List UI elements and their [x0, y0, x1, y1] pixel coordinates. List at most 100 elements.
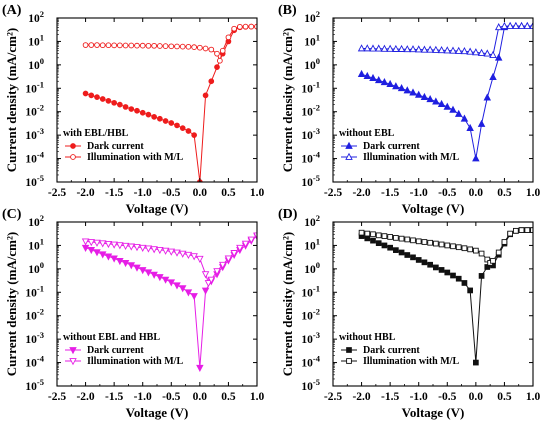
y-tick-base: 10 — [304, 36, 316, 48]
data-point — [369, 73, 377, 82]
data-point — [98, 240, 107, 248]
data-point — [415, 257, 422, 263]
data-point — [381, 233, 388, 239]
data-point — [380, 78, 389, 86]
data-point — [397, 84, 406, 92]
data-point — [444, 242, 451, 249]
y-tick-base: 10 — [25, 287, 37, 299]
data-point — [134, 107, 140, 114]
data-point — [398, 249, 405, 256]
data-point — [156, 274, 164, 282]
data-point — [167, 279, 176, 287]
x-tick-label: -1.0 — [134, 391, 152, 403]
data-point — [495, 249, 502, 256]
data-point — [87, 239, 96, 247]
x-tick-label: -1.0 — [410, 187, 428, 199]
data-point — [415, 238, 422, 245]
data-point — [386, 79, 394, 88]
data-point — [253, 232, 257, 240]
data-point — [128, 42, 135, 49]
panel-label: (C) — [2, 207, 22, 222]
y-tick-base: 10 — [28, 36, 40, 48]
data-point — [184, 289, 193, 297]
legend-marker — [346, 347, 352, 353]
y-tick-label: 10-5 — [301, 173, 320, 189]
data-point — [219, 47, 226, 54]
y-tick-exponent: -3 — [37, 126, 44, 136]
y-tick-label: 10-1 — [25, 79, 44, 95]
y-tick-label: 10-2 — [25, 307, 44, 323]
data-point — [437, 45, 446, 54]
y-tick-exponent: -3 — [313, 330, 320, 340]
y-tick-base: 10 — [28, 13, 40, 25]
data-point — [398, 235, 405, 242]
data-point — [88, 92, 95, 99]
data-point — [393, 247, 399, 253]
data-point — [409, 45, 417, 53]
data-point — [450, 272, 456, 279]
data-point — [191, 132, 197, 138]
y-tick-exponent: 0 — [316, 56, 320, 66]
y-tick-base: 10 — [28, 60, 40, 72]
data-point — [94, 94, 100, 100]
legend-title: with EBL/HBL — [63, 128, 129, 139]
data-point — [190, 253, 198, 261]
data-point — [98, 251, 107, 259]
data-point — [139, 109, 146, 116]
data-point — [116, 257, 124, 266]
data-point — [489, 50, 497, 58]
y-tick-base: 10 — [25, 154, 37, 166]
legend-title: without EBL — [339, 128, 395, 139]
data-point — [421, 239, 428, 245]
data-point — [414, 45, 423, 53]
y-tick-base: 10 — [25, 130, 37, 142]
y-tick-exponent: -1 — [313, 79, 320, 89]
data-point — [145, 111, 152, 118]
data-point — [455, 275, 462, 282]
data-point — [104, 253, 113, 261]
x-axis-title: Voltage (V) — [126, 201, 189, 216]
data-point — [82, 90, 89, 97]
legend-marker — [69, 347, 77, 355]
data-point — [104, 240, 113, 249]
data-point — [122, 104, 129, 110]
data-point — [358, 229, 365, 236]
data-point — [150, 246, 158, 254]
data-point — [208, 46, 215, 53]
data-point — [139, 42, 146, 49]
data-point — [472, 154, 480, 162]
x-tick-label: -0.5 — [438, 187, 456, 199]
y-axis-title: Current density (mA/cm²) — [4, 232, 19, 376]
data-point — [454, 109, 463, 117]
data-point — [173, 282, 181, 290]
data-point — [81, 238, 90, 246]
y-tick-exponent: 1 — [316, 236, 320, 246]
data-point — [144, 269, 153, 277]
data-point — [506, 21, 514, 29]
legend-marker — [69, 358, 77, 366]
y-tick-base: 10 — [301, 154, 313, 166]
data-point — [236, 244, 244, 252]
data-point — [381, 242, 388, 249]
data-point — [214, 50, 220, 57]
plot-area — [81, 232, 257, 373]
data-point — [433, 240, 439, 247]
y-tick-label: 10-5 — [301, 377, 320, 393]
y-tick-exponent: 2 — [316, 9, 320, 19]
data-point — [483, 93, 492, 101]
data-point — [190, 293, 198, 301]
y-tick-label: 10-4 — [301, 354, 320, 370]
data-point — [224, 255, 233, 263]
y-tick-exponent: -1 — [37, 79, 44, 89]
data-point — [231, 25, 237, 32]
data-point — [213, 268, 221, 276]
data-point — [87, 246, 96, 255]
x-axis-title: Voltage (V) — [402, 201, 465, 216]
x-tick-label: -0.5 — [162, 187, 180, 199]
data-point — [409, 88, 417, 96]
panel-label: (D) — [278, 207, 298, 222]
data-point — [449, 105, 457, 113]
legend-label: Illumination with M/L — [87, 356, 183, 367]
y-tick-base: 10 — [301, 334, 313, 346]
y-tick-label: 101 — [304, 32, 320, 48]
